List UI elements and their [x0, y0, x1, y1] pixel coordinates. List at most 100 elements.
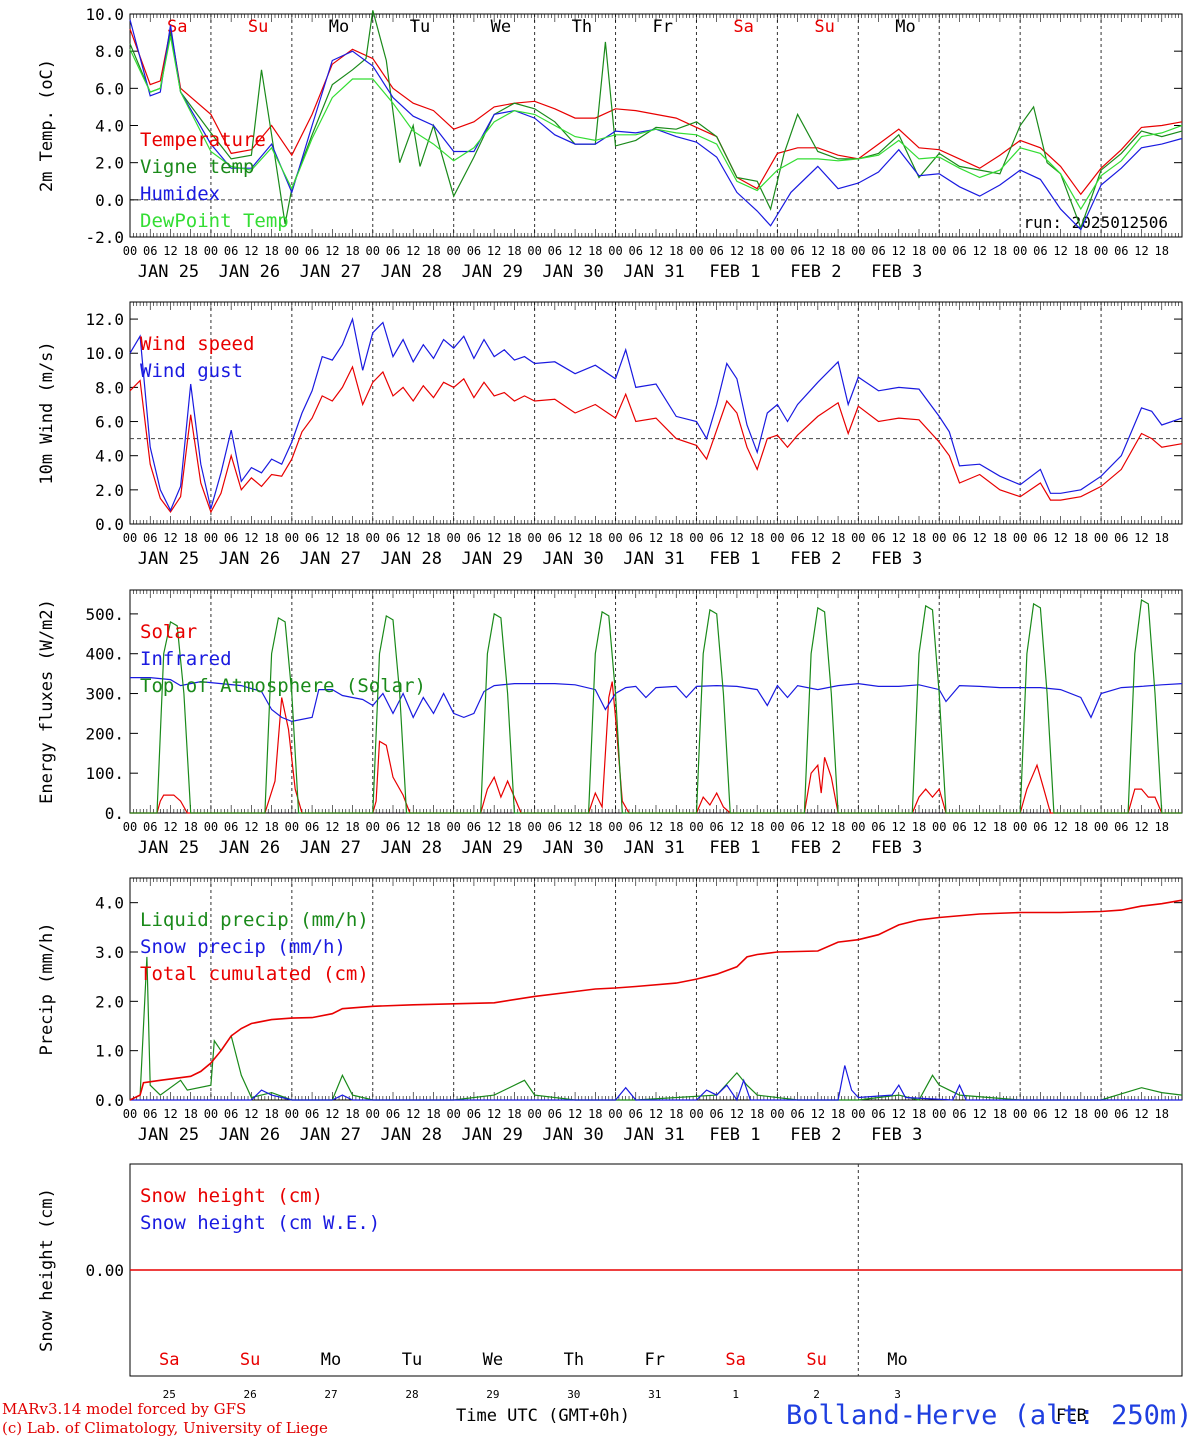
x-hour-label: 06 [467, 531, 481, 545]
x-date-label: JAN 28 [381, 549, 442, 569]
x-hour-label: 00 [446, 820, 460, 834]
weekday-label: Th [564, 1350, 584, 1370]
x-hour-label: 06 [305, 820, 319, 834]
x-hour-label: 06 [871, 531, 885, 545]
x-hour-label: 06 [305, 1107, 319, 1121]
y-axis-label: Snow height (cm) [37, 1188, 57, 1352]
x-hour-label: 06 [629, 820, 643, 834]
x-hour-label: 18 [1074, 820, 1088, 834]
x-hour-label: 00 [366, 531, 380, 545]
x-hour-label: 00 [689, 1107, 703, 1121]
x-hour-label: 06 [1114, 244, 1128, 258]
y-tick-label: 500. [85, 605, 124, 624]
x-date-label: JAN 25 [138, 838, 199, 858]
x-hour-label: 12 [972, 820, 986, 834]
x-hour-label: 12 [568, 1107, 582, 1121]
x-date-label: FEB 3 [871, 549, 922, 569]
x-hour-label: 06 [1114, 1107, 1128, 1121]
x-hour-label: 00 [689, 531, 703, 545]
x-hour-label: 18 [183, 1107, 197, 1121]
x-hour-label: 18 [1155, 531, 1169, 545]
x-hour-label: 18 [993, 820, 1007, 834]
x-hour-label: 18 [183, 820, 197, 834]
x-hour-label: 12 [1134, 531, 1148, 545]
run-label: run: 2025012506 [1024, 213, 1169, 232]
x-date-label: JAN 27 [300, 549, 361, 569]
x-hour-label: 06 [548, 244, 562, 258]
y-tick-label: 10.0 [85, 5, 124, 24]
x-hour-label: 06 [629, 531, 643, 545]
x-hour-label: 06 [790, 820, 804, 834]
x-hour-label: 12 [325, 244, 339, 258]
x-hour-label: 00 [446, 244, 460, 258]
y-tick-label: 4.0 [95, 117, 124, 136]
x-hour-label: 18 [1074, 531, 1088, 545]
x-hour-label: 12 [406, 820, 420, 834]
x-hour-label: 00 [851, 820, 865, 834]
x-hour-label: 18 [588, 531, 602, 545]
x-hour-label: 18 [345, 1107, 359, 1121]
x-hour-label: 12 [730, 820, 744, 834]
series-solar [130, 681, 1182, 814]
x-hour-label: 06 [224, 531, 238, 545]
x-hour-label: 00 [932, 531, 946, 545]
x-hour-label: 18 [264, 531, 278, 545]
x-hour-label: 00 [851, 531, 865, 545]
x-axis-title: Time UTC (GMT+0h) [456, 1406, 630, 1426]
x-hour-label: 12 [649, 820, 663, 834]
x-hour-label: 06 [386, 820, 400, 834]
x-hour-label: 18 [588, 820, 602, 834]
y-tick-label: 100. [85, 764, 124, 783]
x-hour-label: 06 [709, 820, 723, 834]
x-hour-label: 12 [244, 820, 258, 834]
x-hour-label: 00 [446, 531, 460, 545]
x-hour-label: 06 [952, 1107, 966, 1121]
x-hour-label: 18 [426, 1107, 440, 1121]
y-tick-label: 0.0 [95, 515, 124, 534]
x-hour-label: 12 [892, 244, 906, 258]
x-hour-label: 18 [345, 820, 359, 834]
x-hour-label: 18 [507, 531, 521, 545]
x-hour-label: 12 [649, 531, 663, 545]
x-hour-label: 12 [163, 244, 177, 258]
x-hour-label: 00 [1094, 1107, 1108, 1121]
x-hour-label: 12 [811, 531, 825, 545]
x-hour-label: 18 [507, 1107, 521, 1121]
x-hour-label: 06 [629, 1107, 643, 1121]
x-hour-label: 18 [831, 820, 845, 834]
x-hour-label: 12 [972, 531, 986, 545]
x-hour-label: 00 [527, 820, 541, 834]
x-hour-label: 18 [183, 531, 197, 545]
x-hour-label: 06 [386, 244, 400, 258]
x-date-label: JAN 26 [219, 549, 280, 569]
x-hour-label: 12 [406, 1107, 420, 1121]
x-hour-label: 18 [1074, 1107, 1088, 1121]
y-tick-label: 4.0 [95, 447, 124, 466]
x-hour-label: 18 [912, 820, 926, 834]
x-hour-label: 18 [831, 244, 845, 258]
y-tick-label: 4.0 [95, 894, 124, 913]
x-hour-label: 06 [548, 531, 562, 545]
y-tick-label: 3.0 [95, 943, 124, 962]
x-hour-label: 18 [669, 531, 683, 545]
x-date-label: FEB 3 [871, 838, 922, 858]
x-hour-label: 06 [709, 531, 723, 545]
weekday-label: Tu [402, 1350, 422, 1370]
weekday-label: Mo [321, 1350, 341, 1370]
weekday-label: Fr [653, 17, 673, 37]
series-vigne-temp [129, 10, 1183, 230]
x-hour-label: 12 [1134, 1107, 1148, 1121]
x-hour-label: 06 [871, 820, 885, 834]
weekday-label: Mo [895, 17, 915, 37]
x-hour-label: 12 [325, 531, 339, 545]
lab-credit: (c) Lab. of Climatology, University of L… [2, 1419, 328, 1437]
day-number: 3 [894, 1388, 901, 1401]
x-hour-label: 18 [426, 531, 440, 545]
x-hour-label: 00 [285, 820, 299, 834]
x-hour-label: 00 [366, 1107, 380, 1121]
series-wind-speed [129, 365, 1183, 514]
x-hour-label: 12 [244, 244, 258, 258]
x-hour-label: 06 [305, 531, 319, 545]
legend-entry: Snow height (cm) [140, 1185, 323, 1207]
x-hour-label: 12 [568, 531, 582, 545]
